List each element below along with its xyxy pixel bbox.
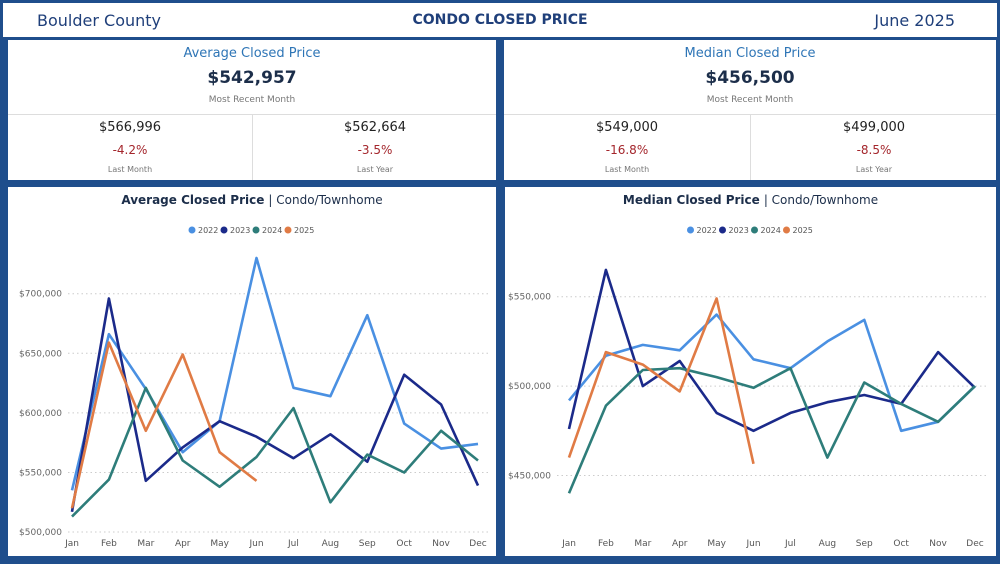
legend-label: 2025 [793, 226, 813, 235]
legend-label: 2023 [230, 226, 250, 235]
comparison: $566,996 -4.2% Last Month [8, 115, 252, 180]
series-line [70, 341, 258, 509]
series-line [567, 268, 976, 433]
legend-label: 2022 [198, 226, 218, 235]
x-tick-label: Jan [64, 539, 79, 549]
series-line [70, 256, 479, 491]
legend-marker [284, 226, 292, 234]
series-line [567, 297, 755, 465]
legend-label: 2025 [294, 226, 314, 235]
kpi-title: Median Closed Price [684, 46, 816, 61]
comparison-caption: Last Month [107, 165, 153, 174]
x-tick-label: Feb [598, 539, 614, 549]
legend-label: 2024 [262, 226, 282, 235]
chart-subtitle: | Condo/Townhome [268, 193, 382, 207]
y-tick-label: $450,000 [508, 471, 551, 481]
x-tick-label: Aug [819, 539, 837, 549]
legend-marker [687, 226, 694, 234]
x-tick-label: Nov [929, 539, 947, 549]
chart-title: Median Closed Price | Condo/Townhome [623, 193, 878, 207]
series-line [70, 297, 480, 513]
x-tick-label: Mar [137, 539, 154, 549]
legend-label: 2024 [761, 226, 781, 235]
y-tick-label: $500,000 [508, 382, 551, 392]
x-tick-label: Oct [396, 539, 412, 549]
comparison-caption: Last Year [356, 165, 394, 174]
comparison-change: -8.5% [856, 143, 892, 157]
divider [8, 114, 496, 115]
series-line [71, 386, 479, 518]
chart: Median Closed Price | Condo/Townhome 2022 2… [505, 187, 996, 556]
y-tick-label: $650,000 [19, 349, 62, 359]
x-tick-label: May [707, 539, 726, 549]
legend-marker [220, 226, 228, 234]
kpi-title: Average Closed Price [183, 46, 321, 61]
chart-title: Average Closed Price | Condo/Townhome [121, 193, 382, 207]
y-tick-label: $550,000 [508, 293, 551, 303]
header: Boulder County CONDO CLOSED PRICE June 2… [3, 3, 997, 37]
comparison-caption: Last Year [855, 165, 893, 174]
comparison-change: -3.5% [357, 143, 393, 157]
comparison-value: $499,000 [842, 120, 906, 135]
comparison: $549,000 -16.8% Last Month [504, 115, 750, 180]
y-tick-label: $600,000 [19, 409, 62, 419]
legend-marker [719, 226, 726, 234]
legend-marker [751, 226, 758, 234]
y-tick-label: $550,000 [19, 468, 62, 478]
comparison-caption: Last Month [604, 165, 650, 174]
x-tick-label: Nov [432, 539, 450, 549]
dashboard-title: CONDO CLOSED PRICE [412, 12, 588, 28]
x-tick-label: Apr [175, 539, 191, 549]
x-tick-label: Jan [561, 539, 576, 549]
kpi-value: $456,500 [705, 68, 795, 88]
divider [504, 114, 996, 115]
legend-marker [252, 226, 260, 234]
kpi-caption: Most Recent Month [706, 95, 794, 105]
x-tick-label: May [210, 539, 229, 549]
comparison: $499,000 -8.5% Last Year [750, 115, 997, 180]
series-line [567, 313, 976, 433]
legend-marker [188, 226, 196, 234]
x-tick-label: Jun [249, 539, 264, 549]
x-tick-label: Aug [322, 539, 340, 549]
x-tick-label: Sep [359, 539, 376, 549]
x-tick-label: Apr [672, 539, 688, 549]
x-tick-label: Oct [893, 539, 909, 549]
chart-title-main: Median Closed Price [623, 193, 760, 207]
kpi-panel: Median Closed Price $456,500 Most Recent… [504, 40, 996, 180]
period: June 2025 [874, 11, 955, 30]
x-tick-label: Sep [856, 539, 873, 549]
y-tick-label: $500,000 [19, 528, 62, 538]
comparison-change: -16.8% [605, 143, 649, 157]
comparison-value: $566,996 [98, 120, 162, 135]
x-tick-label: Dec [469, 539, 486, 549]
x-tick-label: Jul [287, 539, 299, 549]
chart-title-main: Average Closed Price [121, 193, 264, 207]
x-tick-label: Jun [746, 539, 761, 549]
comparison-value: $549,000 [595, 120, 659, 135]
legend-marker [783, 226, 790, 234]
comparison: $562,664 -3.5% Last Year [252, 115, 497, 180]
kpi-caption: Most Recent Month [208, 95, 296, 105]
comparison-change: -4.2% [112, 143, 148, 157]
kpi-panel: Average Closed Price $542,957 Most Recen… [8, 40, 496, 180]
comparison-value: $562,664 [343, 120, 407, 135]
region: Boulder County [37, 11, 161, 30]
x-tick-label: Dec [966, 539, 983, 549]
y-tick-label: $700,000 [19, 290, 62, 300]
x-tick-label: Feb [101, 539, 117, 549]
legend-label: 2022 [697, 226, 717, 235]
chart: Average Closed Price | Condo/Townhome 2022… [8, 187, 496, 556]
legend-label: 2023 [729, 226, 749, 235]
kpi-value: $542,957 [207, 68, 297, 88]
series-line [567, 366, 976, 494]
x-tick-label: Jul [784, 539, 796, 549]
x-tick-label: Mar [634, 539, 651, 549]
chart-subtitle: | Condo/Townhome [764, 193, 878, 207]
